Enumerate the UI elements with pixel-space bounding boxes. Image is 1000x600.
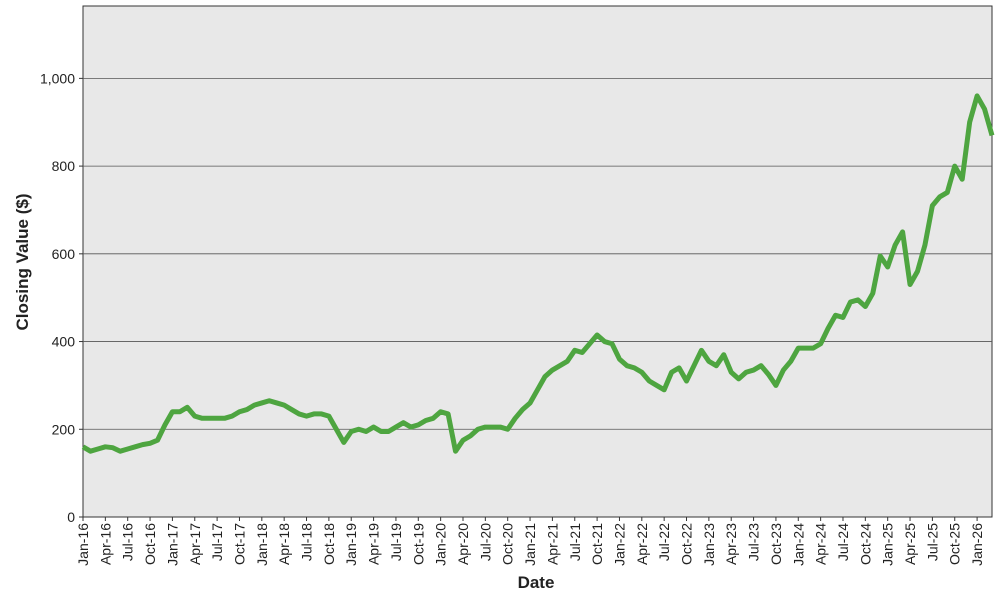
x-tick-label: Oct-22: [679, 523, 695, 565]
x-tick-label: Jul-25: [924, 523, 940, 561]
x-tick-label: Jul-18: [299, 523, 315, 561]
x-tick-label: Oct-24: [857, 523, 873, 565]
price-line: [81, 93, 995, 454]
x-tick-label: Apr-22: [634, 523, 650, 565]
x-tick-label: Jan-23: [701, 523, 717, 566]
x-tick-label: Jan-17: [164, 523, 180, 566]
x-tick-label: Apr-24: [813, 523, 829, 565]
x-tick-label: Jan-19: [343, 523, 359, 566]
x-tick-label: Jul-24: [835, 523, 851, 561]
y-tick-label: 1,000: [40, 70, 75, 86]
x-tick-label: Jul-19: [388, 523, 404, 561]
x-tick-label: Apr-17: [187, 523, 203, 565]
x-tick-label: Jan-22: [611, 523, 627, 566]
plot-area: [82, 5, 993, 518]
x-tick-label: Jan-26: [969, 523, 985, 566]
y-tick-label: 800: [52, 158, 76, 174]
x-tick-label: Apr-18: [276, 523, 292, 565]
x-tick-label: Apr-20: [455, 523, 471, 565]
x-tick-label: Jan-25: [880, 523, 896, 566]
x-tick-label: Oct-19: [410, 523, 426, 565]
y-tick-label: 600: [52, 246, 76, 262]
x-axis-title: Date: [518, 573, 555, 592]
x-tick-label: Apr-23: [723, 523, 739, 565]
y-axis-title: Closing Value ($): [13, 194, 32, 331]
x-tick-label: Oct-25: [947, 523, 963, 565]
x-tick-label: Jan-20: [433, 523, 449, 566]
x-tick-label: Jul-22: [656, 523, 672, 561]
x-tick-label: Oct-23: [768, 523, 784, 565]
x-tick-label: Jul-17: [209, 523, 225, 561]
x-tick-label: Apr-16: [97, 523, 113, 565]
x-tick-label: Oct-18: [321, 523, 337, 565]
y-tick-label: 400: [52, 334, 76, 350]
y-tick-label: 200: [52, 421, 76, 437]
y-tick-label: 0: [67, 509, 75, 525]
x-tick-label: Jul-16: [120, 523, 136, 561]
x-tick-label: Oct-21: [589, 523, 605, 565]
x-tick-label: Jul-23: [746, 523, 762, 561]
x-tick-label: Jan-21: [522, 523, 538, 566]
x-tick-label: Jan-24: [790, 523, 806, 566]
x-tick-label: Oct-16: [142, 523, 158, 565]
x-tick-label: Oct-17: [231, 523, 247, 565]
x-tick-label: Jan-16: [75, 523, 91, 566]
x-tick-label: Jul-21: [567, 523, 583, 561]
x-tick-label: Jul-20: [477, 523, 493, 561]
x-tick-label: Jan-18: [254, 523, 270, 566]
x-tick-label: Apr-21: [544, 523, 560, 565]
x-tick-label: Apr-19: [366, 523, 382, 565]
x-tick-label: Oct-20: [500, 523, 516, 565]
x-tick-label: Apr-25: [902, 523, 918, 565]
